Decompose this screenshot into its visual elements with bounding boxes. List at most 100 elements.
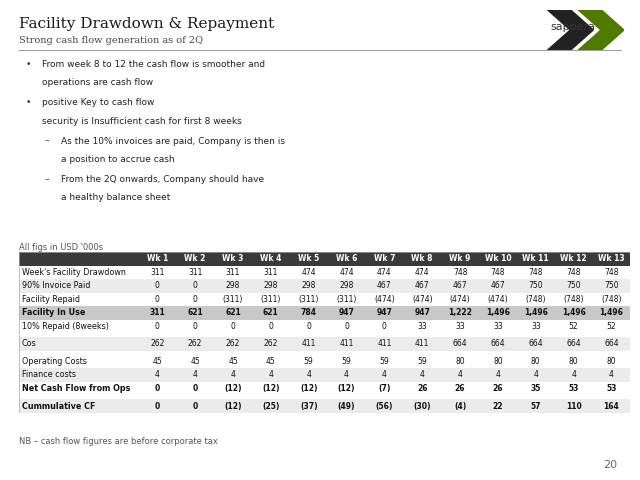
Text: 298: 298 [301,281,316,290]
Text: (311): (311) [223,295,243,304]
Text: 750: 750 [604,281,619,290]
Text: 4: 4 [458,371,463,380]
Text: 664: 664 [529,339,543,348]
Text: 298: 298 [264,281,278,290]
Text: 748: 748 [566,268,581,277]
Text: (748): (748) [601,295,621,304]
Text: Net Cash Flow from Ops: Net Cash Flow from Ops [22,384,130,393]
Text: Wk 11: Wk 11 [522,254,549,263]
Text: 664: 664 [452,339,467,348]
Text: 748: 748 [453,268,467,277]
Text: 59: 59 [304,357,314,366]
Text: (37): (37) [300,402,317,410]
Text: 33: 33 [531,322,541,331]
Text: 35: 35 [531,384,541,393]
Text: Strong cash flow generation as of 2Q: Strong cash flow generation as of 2Q [19,36,204,45]
Text: 45: 45 [266,357,276,366]
Text: Wk 12: Wk 12 [560,254,587,263]
Text: 4: 4 [495,371,500,380]
Text: 1,496: 1,496 [486,308,510,317]
Text: 664: 664 [566,339,581,348]
Text: 467: 467 [452,281,467,290]
Text: 748: 748 [529,268,543,277]
Text: Finance costs: Finance costs [22,371,76,380]
Text: a healthy balance sheet: a healthy balance sheet [61,193,170,202]
Text: 80: 80 [531,357,541,366]
Text: (56): (56) [376,402,393,410]
Text: 4: 4 [420,371,425,380]
Text: 298: 298 [226,281,240,290]
Bar [19,292,630,306]
Text: 45: 45 [228,357,238,366]
Text: 0: 0 [268,322,273,331]
Text: 0: 0 [230,322,236,331]
Text: As the 10% invoices are paid, Company is then is: As the 10% invoices are paid, Company is… [61,137,285,145]
Text: 164: 164 [604,402,620,410]
Text: 311: 311 [264,268,278,277]
Bar [19,252,630,265]
Text: 4: 4 [155,371,160,380]
Bar [19,279,630,292]
Text: 26: 26 [455,384,465,393]
Text: 0: 0 [193,281,198,290]
Text: 4: 4 [533,371,538,380]
Text: 57: 57 [531,402,541,410]
Text: 33: 33 [493,322,503,331]
Text: 4: 4 [268,371,273,380]
Text: sappera: sappera [550,22,595,32]
Text: (474): (474) [412,295,433,304]
Text: 262: 262 [226,339,240,348]
Text: 0: 0 [193,322,198,331]
Text: 621: 621 [263,308,279,317]
Text: 467: 467 [415,281,429,290]
Text: 26: 26 [417,384,428,393]
Text: (12): (12) [300,384,317,393]
Text: 474: 474 [339,268,354,277]
Text: 621: 621 [188,308,203,317]
Text: 0: 0 [155,402,160,410]
Text: 411: 411 [339,339,354,348]
Text: 467: 467 [491,281,505,290]
Text: 0: 0 [193,384,198,393]
Text: (311): (311) [298,295,319,304]
Text: 59: 59 [417,357,427,366]
Text: 4: 4 [571,371,576,380]
Text: 80: 80 [493,357,503,366]
Bar [19,320,630,333]
Text: 45: 45 [152,357,162,366]
Bar [19,399,630,413]
Text: Cos: Cos [22,339,36,348]
Text: 411: 411 [377,339,392,348]
Text: positive Key to cash flow: positive Key to cash flow [42,98,154,108]
Bar [19,306,630,320]
Text: 467: 467 [377,281,392,290]
Text: (474): (474) [374,295,395,304]
Text: 474: 474 [377,268,392,277]
Text: (474): (474) [488,295,508,304]
Text: 750: 750 [566,281,581,290]
Text: •: • [26,98,31,108]
Text: (25): (25) [262,402,280,410]
Text: 1,496: 1,496 [562,308,586,317]
Text: (311): (311) [337,295,356,304]
Text: 33: 33 [455,322,465,331]
Polygon shape [578,10,624,50]
Text: (7): (7) [378,384,390,393]
Text: (12): (12) [224,402,242,410]
Text: From week 8 to 12 the cash flow is smoother and: From week 8 to 12 the cash flow is smoot… [42,60,265,69]
Text: a position to accrue cash: a position to accrue cash [61,155,175,164]
Text: 784: 784 [301,308,317,317]
Text: (748): (748) [563,295,584,304]
Text: 1,222: 1,222 [448,308,472,317]
Text: Wk 10: Wk 10 [484,254,511,263]
Text: 311: 311 [149,308,165,317]
Text: 4: 4 [193,371,198,380]
Text: 20: 20 [604,460,618,470]
Text: Wk 9: Wk 9 [449,254,471,263]
Text: Facility Repaid: Facility Repaid [22,295,79,304]
Text: 947: 947 [376,308,392,317]
Text: All figs in USD '000s: All figs in USD '000s [19,243,103,252]
Text: Wk 13: Wk 13 [598,254,625,263]
Text: 750: 750 [529,281,543,290]
Text: Facility Drawdown & Repayment: Facility Drawdown & Repayment [19,17,275,31]
